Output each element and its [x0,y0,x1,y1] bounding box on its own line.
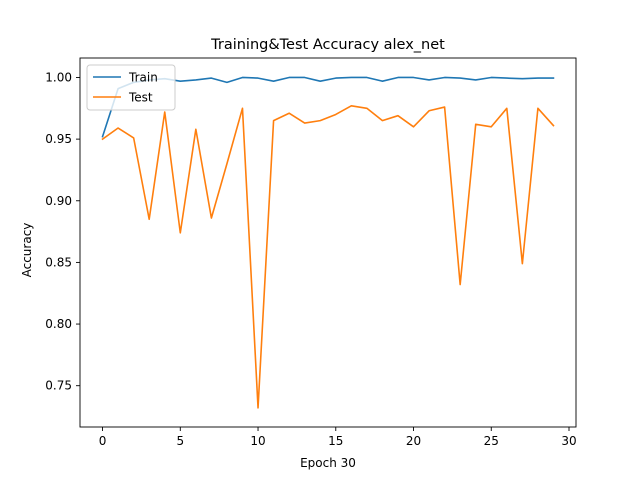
plot-area: 0 5 10 15 20 25 30 0.75 0.80 0.85 0.90 0.95 1.00 Trai… [45,57,577,448]
x-tick-label: 10 [250,434,265,448]
legend: Train Test [86,64,176,111]
y-tick-label: 0.90 [45,194,72,208]
x-tick-label: 5 [176,434,184,448]
x-tick-label: 30 [561,434,576,448]
y-tick-label: 1.00 [45,70,72,84]
y-tick-label: 0.80 [45,317,72,331]
series-line-train [101,76,555,138]
legend-label-train: Train [128,71,158,85]
y-tick-label: 0.85 [45,255,72,269]
plot-frame [79,57,577,428]
chart-title: Training&Test Accuracy alex_net [210,37,445,53]
x-axis-label: Epoch 30 [300,456,356,470]
y-tick-label: 0.75 [45,379,72,393]
y-tick-label: 0.95 [45,132,72,146]
x-tick-label: 0 [99,434,107,448]
x-tick-label: 20 [406,434,421,448]
legend-label-test: Test [128,91,153,105]
series-line-test [101,105,555,409]
x-tick-label: 25 [484,434,499,448]
x-tick-label: 15 [328,434,343,448]
y-axis-label: Accuracy [20,223,34,278]
